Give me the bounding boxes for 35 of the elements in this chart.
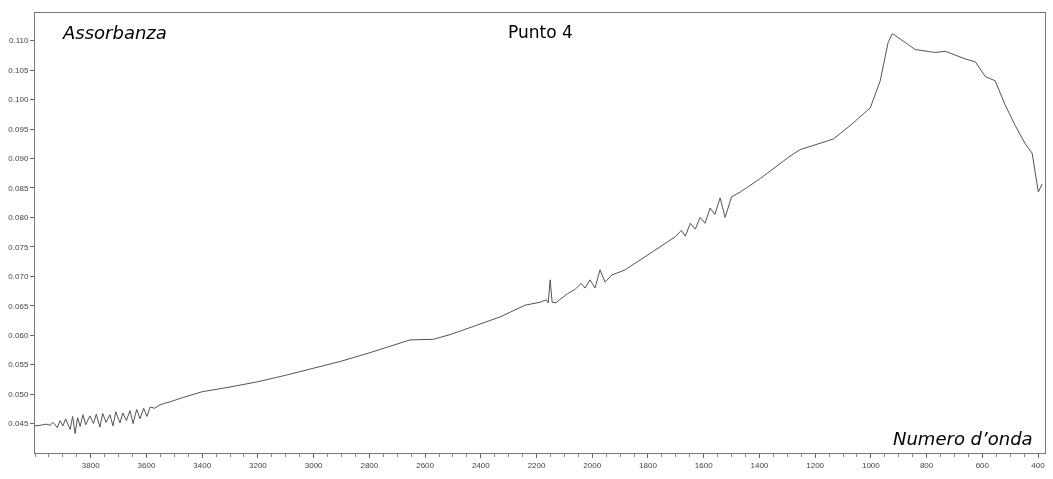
x-tick-label: 1200 xyxy=(806,460,825,470)
y-tick-label: 0.065 xyxy=(8,301,29,311)
x-tick-label: 600 xyxy=(975,460,990,470)
y-axis-title: Assorbanza xyxy=(62,22,167,43)
y-tick-label: 0.085 xyxy=(8,183,29,193)
x-tick-label: 3800 xyxy=(81,460,101,470)
x-tick-label: 1400 xyxy=(750,460,769,470)
x-tick-label: 3000 xyxy=(304,460,324,470)
y-tick-label: 0.095 xyxy=(8,124,29,134)
x-tick-label: 2200 xyxy=(527,460,546,470)
x-tick-label: 3200 xyxy=(249,460,268,470)
y-tick-label: 0.060 xyxy=(8,331,29,340)
x-tick-label: 1600 xyxy=(694,460,714,470)
x-tick-label: 2600 xyxy=(416,460,435,470)
y-tick-label: 0.055 xyxy=(8,360,29,370)
y-tick-label: 0.050 xyxy=(8,389,29,399)
x-tick-label: 1800 xyxy=(639,460,658,470)
x-tick-label: 3400 xyxy=(193,460,212,470)
x-tick-label: 400 xyxy=(1031,460,1046,470)
y-tick-label: 0.105 xyxy=(8,65,29,75)
x-tick-label: 800 xyxy=(919,460,934,470)
x-tick-label: 3600 xyxy=(137,460,156,470)
y-tick-label: 0.110 xyxy=(8,36,29,46)
x-axis-title: Numero d’onda xyxy=(893,428,1033,449)
y-tick-label: 0.100 xyxy=(8,95,29,105)
x-tick-label: 2800 xyxy=(360,460,379,470)
x-tick-label: 2000 xyxy=(583,460,602,470)
y-tick-label: 0.045 xyxy=(8,419,29,429)
x-tick-label: 1000 xyxy=(861,460,881,470)
text: Punto 4 xyxy=(508,22,573,42)
y-tick-label: 0.090 xyxy=(8,154,29,164)
x-tick-label: 2400 xyxy=(471,460,491,470)
y-tick-label: 0.070 xyxy=(8,272,29,282)
y-tick-label: 0.080 xyxy=(8,213,29,223)
y-tick-label: 0.075 xyxy=(8,242,29,252)
